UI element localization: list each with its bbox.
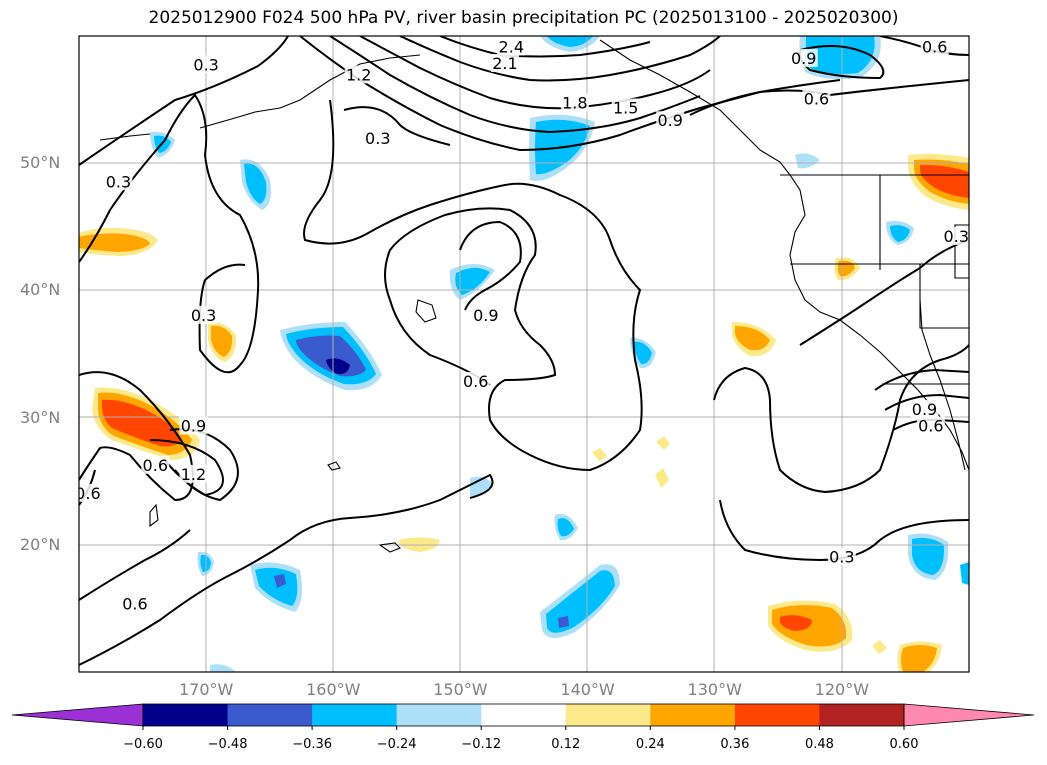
contour-label: 1.5 xyxy=(613,99,638,118)
colorbar xyxy=(11,703,1035,730)
pv-contours xyxy=(79,36,969,666)
contour-label: 0.9 xyxy=(181,417,206,436)
lat-tick-label: 40°N xyxy=(20,280,61,300)
contour-label: 0.3 xyxy=(191,306,216,325)
contour-label-bg xyxy=(179,464,208,483)
colorbar-segment xyxy=(565,704,651,726)
contour-label: 1.2 xyxy=(181,465,206,484)
colorbar-segment xyxy=(312,704,398,726)
colorbar-frame xyxy=(142,703,905,727)
contour-label-bg xyxy=(120,594,149,613)
contour-label: 0.6 xyxy=(463,372,488,391)
contour-label-bg xyxy=(942,226,969,245)
precip-shading xyxy=(79,36,969,672)
chart-title: 2025012900 F024 500 hPa PV, river basin … xyxy=(148,8,899,28)
lon-tick-label: 140°W xyxy=(560,680,615,699)
contour-label: 0.9 xyxy=(912,400,937,419)
lon-tick-label: 160°W xyxy=(306,680,361,699)
map-background xyxy=(79,36,969,672)
colorbar-tick-label: −0.60 xyxy=(123,737,163,752)
contour-label-bg xyxy=(497,37,526,56)
colorbar-tick-label: −0.12 xyxy=(461,737,502,752)
coastlines xyxy=(99,39,969,553)
colorbar-segment xyxy=(819,704,905,726)
contour-label-bg xyxy=(490,53,519,72)
contour-label: 0.3 xyxy=(106,172,131,191)
contour-label-bg xyxy=(802,89,831,108)
colorbar-tick-label: −0.48 xyxy=(207,737,248,752)
lon-tick-label: 120°W xyxy=(814,680,870,699)
contour-label: 1.8 xyxy=(562,93,587,112)
contour-label: 0.9 xyxy=(791,49,816,68)
contour-label-bg xyxy=(179,416,208,435)
contour-label: 0.6 xyxy=(122,595,147,614)
colorbar-extend-min xyxy=(11,703,144,727)
contour-label-bg xyxy=(560,93,589,112)
contour-label-bg xyxy=(920,37,949,56)
colorbar-tick-label: −0.24 xyxy=(376,737,417,752)
colorbar-segment xyxy=(143,704,229,726)
contour-label: 2.4 xyxy=(499,37,524,56)
colorbar-segment xyxy=(227,704,313,726)
contour-label-bg xyxy=(104,172,133,191)
contour-label-bg xyxy=(827,547,856,566)
contour-label: 0.6 xyxy=(918,417,943,436)
lon-tick-label: 130°W xyxy=(687,680,742,699)
contour-label: 0.9 xyxy=(657,111,682,130)
contour-label-bg xyxy=(192,55,221,74)
contour-label-bg xyxy=(611,98,640,117)
contour-label-bg xyxy=(141,455,170,474)
contour-label: 0.3 xyxy=(944,227,969,246)
colorbar-tick-label: 0.12 xyxy=(551,737,581,752)
colorbar-segment xyxy=(650,704,736,726)
contour-label: 0.6 xyxy=(922,37,947,56)
contour-label-bg xyxy=(363,129,392,148)
contour-label: 0.3 xyxy=(365,129,390,148)
contour-label-bg xyxy=(461,371,490,390)
contour-label: 0.3 xyxy=(829,548,854,567)
contour-label: 1.2 xyxy=(346,65,371,84)
colorbar-segment xyxy=(734,704,820,726)
contour-label-bg xyxy=(471,305,500,324)
contour-label-bg xyxy=(656,111,685,130)
colorbar-tick-label: 0.48 xyxy=(804,737,834,752)
contour-label: 0.9 xyxy=(473,306,498,325)
contour-label-bg xyxy=(910,399,939,418)
contour-labels: 0.32.42.11.21.8 1.50.90.30.90.60.60.30.3 0… xyxy=(75,37,969,614)
contour-label: 0.6 xyxy=(143,456,168,475)
colorbar-extend-max xyxy=(903,703,1035,727)
contour-label: 0.6 xyxy=(75,484,100,503)
colorbar-tick-label: 0.36 xyxy=(720,737,750,752)
contour-label-bg xyxy=(789,48,818,67)
lon-tick-label: 170°W xyxy=(178,680,234,699)
contour-label-bg xyxy=(79,483,102,502)
map-frame xyxy=(78,35,970,673)
lon-tick-label: 150°W xyxy=(433,680,488,699)
colorbar-tick-label: 0.24 xyxy=(635,737,665,752)
colorbar-tick-label: 0.60 xyxy=(889,737,919,752)
colorbar-segment xyxy=(481,704,567,726)
contour-label-bg xyxy=(189,305,218,324)
contour-label: 2.1 xyxy=(492,54,517,73)
colorbar-segment xyxy=(396,704,482,726)
contour-label-bg xyxy=(916,416,945,435)
contour-label-bg xyxy=(344,65,373,84)
lat-tick-label: 20°N xyxy=(20,534,61,554)
contour-label: 0.3 xyxy=(193,55,218,74)
colorbar-tick-label: −0.36 xyxy=(292,737,333,752)
contour-label: 0.6 xyxy=(804,90,829,109)
lat-tick-label: 50°N xyxy=(20,153,61,173)
lat-tick-label: 30°N xyxy=(20,407,61,427)
